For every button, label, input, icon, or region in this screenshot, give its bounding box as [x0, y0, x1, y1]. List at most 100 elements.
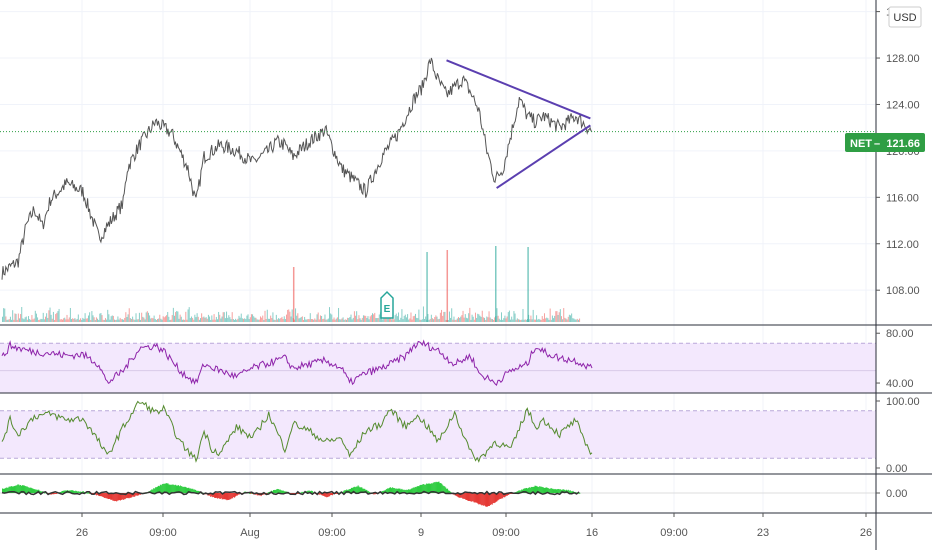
volume-bar [514, 313, 516, 322]
volume-bar [37, 317, 39, 322]
histogram-bar [414, 486, 416, 493]
volume-bar [300, 317, 302, 322]
histogram-bar [3, 488, 6, 493]
histogram-bar [551, 488, 553, 493]
volume-bar [249, 317, 251, 322]
volume-bar [396, 316, 398, 322]
volume-bar [176, 310, 178, 322]
volume-bar [549, 308, 551, 322]
volume-bar [17, 313, 19, 322]
volume-bar [333, 317, 335, 322]
volume-bar [451, 308, 453, 322]
volume-bar [71, 319, 73, 322]
histogram-bar [129, 493, 131, 498]
volume-bar [143, 317, 145, 322]
volume-bar [522, 308, 524, 322]
histogram-bar [569, 490, 571, 493]
histogram-bar [571, 491, 573, 493]
histogram-bar [501, 493, 503, 499]
histogram-bar [446, 488, 449, 493]
volume-bar [323, 318, 325, 322]
volume-bar [490, 318, 492, 322]
volume-bar [229, 317, 231, 322]
volume-bar [206, 318, 208, 322]
volume-bar [246, 315, 248, 322]
histogram-bar [336, 493, 338, 494]
triangle-pattern[interactable] [446, 59, 591, 189]
histogram-bar [267, 492, 269, 494]
currency-label: USD [893, 12, 916, 24]
volume-bar [416, 317, 418, 322]
volume-bar [270, 315, 272, 322]
volume-bar [241, 318, 243, 322]
histogram-bar [482, 493, 484, 506]
histogram-bar [118, 493, 121, 501]
volume-bar [115, 319, 117, 322]
y-axis-labels: 132.00128.00124.00120.00116.00112.00108.… [876, 7, 920, 500]
x-label: 26 [860, 527, 872, 539]
volume-bar [418, 309, 420, 322]
volume-bar [184, 319, 186, 322]
volume-bar [348, 318, 350, 322]
volume-bar [503, 318, 505, 322]
histogram-bar [50, 493, 52, 495]
volume-bar [309, 313, 311, 322]
volume-bar [30, 319, 32, 322]
volume-bar [258, 319, 260, 322]
volume-bar [394, 315, 396, 322]
volume-bar [94, 319, 96, 322]
histogram-bar [5, 487, 7, 493]
volume-bar [499, 319, 501, 322]
volume-bar [137, 319, 139, 322]
volume-bar [551, 315, 553, 322]
volume-bar [84, 313, 86, 322]
histogram-bar [485, 493, 488, 507]
volume-spike [446, 250, 449, 322]
volume-bar [550, 319, 552, 322]
volume-bar [202, 317, 204, 322]
volume-spike [426, 252, 428, 322]
volume-bar [6, 319, 8, 322]
volume-bar [477, 313, 479, 322]
histogram-bar [444, 486, 446, 493]
volume-bar [470, 319, 472, 322]
histogram-bar [190, 488, 192, 493]
currency-button[interactable]: USD [888, 6, 922, 28]
histogram-bar [194, 489, 196, 493]
volume-bar [89, 312, 91, 322]
histogram-bar [350, 488, 352, 493]
volume-bar [420, 319, 422, 322]
earnings-marker[interactable]: E [380, 290, 394, 319]
histogram-bar [224, 493, 226, 500]
volume-bar [437, 319, 439, 322]
volume-bar [231, 312, 233, 322]
volume-bar [99, 313, 101, 322]
histogram-bar [497, 493, 499, 501]
volume-bar [146, 311, 148, 322]
volume-bar [307, 318, 309, 322]
volume-bar [516, 318, 518, 322]
volume-bar [106, 319, 108, 322]
histogram-bar [216, 493, 218, 499]
histogram-bar [520, 490, 522, 493]
volume-bar [134, 319, 136, 322]
histogram-bar [350, 487, 353, 493]
histogram-bar [77, 491, 79, 493]
histogram-bar [136, 493, 138, 496]
volume-bar [316, 314, 318, 322]
volume-bar [383, 318, 385, 322]
histogram-bar [126, 493, 128, 499]
volume-bar [448, 311, 450, 322]
histogram-bar [279, 489, 281, 493]
histogram-bar [391, 487, 393, 493]
volume-bar [530, 315, 532, 322]
volume-bar [209, 316, 211, 322]
histogram-bar [466, 493, 468, 500]
histogram-bar [311, 490, 313, 493]
histogram-bar [120, 493, 122, 500]
histogram-bar [195, 489, 197, 493]
histogram-bar [466, 493, 469, 501]
volume-bar [168, 316, 170, 322]
volume-bar [577, 319, 579, 322]
x-label: 09:00 [318, 527, 346, 539]
